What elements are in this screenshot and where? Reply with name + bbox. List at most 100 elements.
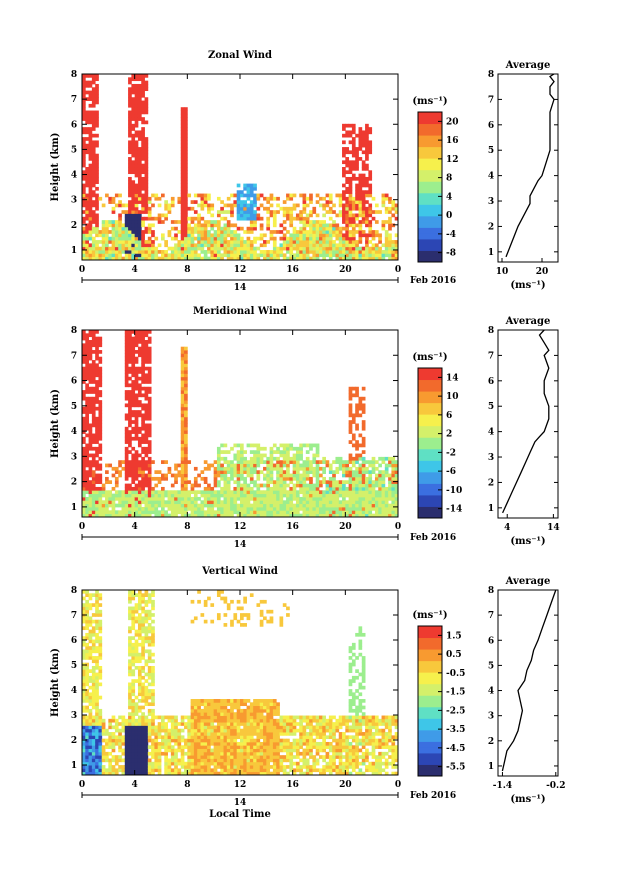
heatmap-cell [114,496,119,501]
heatmap-cell [309,486,313,491]
heatmap-cell [128,609,132,614]
heatmap-cell [243,240,247,244]
heatmap-cell [111,220,116,224]
heatmap-cell [111,493,116,498]
heatmap-cell [315,513,320,518]
heatmap-cell [305,196,310,201]
colorbar-segment [418,233,442,240]
heatmap-cell [220,243,224,248]
heatmap-cell [144,183,149,188]
heatmap-cell [147,669,152,673]
heatmap-cell [193,253,198,258]
heatmap-cell [236,250,241,254]
heatmap-cell [177,240,182,244]
heatmap-cell [88,246,93,251]
heatmap-cell [276,513,280,518]
heatmap-cell [95,672,99,677]
heatmap-cell [200,226,205,231]
heatmap-cell [111,496,116,501]
heatmap-cell [137,90,142,95]
heatmap-cell [144,699,149,703]
heatmap-cell [174,506,178,511]
heatmap-cell [95,712,99,716]
heatmap-cell [137,725,142,730]
heatmap-cell [141,380,145,384]
heatmap-cell [184,440,188,444]
heatmap-cell [141,456,145,461]
heatmap-cell [144,410,149,414]
heatmap-cell [137,220,142,224]
heatmap-cell [223,246,228,251]
heatmap-cell [131,613,136,617]
heatmap-cell [137,460,142,464]
avg-y-tick-label: 8 [488,326,494,336]
heatmap-cell [88,436,93,441]
heatmap-cell [164,253,168,258]
heatmap-cell [144,609,149,614]
heatmap-cell [164,243,168,248]
heatmap-cell [355,473,359,478]
heatmap-cell [312,226,317,231]
heatmap-cell [137,596,142,601]
heatmap-cell [108,768,113,773]
heatmap-cell [295,240,300,244]
heatmap-cell [88,656,93,660]
heatmap-cell [378,246,382,251]
heatmap-cell [91,513,96,518]
heatmap-cell [391,203,396,208]
heatmap-cell [98,646,103,650]
heatmap-cell [180,176,185,181]
heatmap-cell [246,216,251,221]
heatmap-cell [249,256,254,261]
heatmap-cell [161,256,165,261]
heatmap-cell [174,768,178,773]
heatmap-cell [101,253,106,258]
heatmap-cell [348,256,353,261]
heatmap-cell [91,230,96,234]
heatmap-cell [361,403,366,408]
heatmap-cell [230,203,234,208]
heatmap-cell [91,97,96,101]
heatmap-cell [118,765,122,769]
heatmap-cell [207,483,211,488]
heatmap-cell [124,735,129,740]
heatmap-cell [325,503,330,508]
heatmap-cell [157,771,162,776]
heatmap-cell [164,500,168,505]
heatmap-cell [322,206,326,211]
heatmap-cell [319,493,323,498]
heatmap-cell [394,243,399,248]
heatmap-cell [319,243,323,248]
heatmap-cell [295,473,300,478]
heatmap-cell [98,636,103,640]
heatmap-cell [128,712,132,716]
heatmap-cell [253,193,257,198]
heatmap-cell [131,383,136,388]
heatmap-cell [121,466,126,471]
heatmap-cell [249,513,254,518]
heatmap-cell [177,490,182,495]
heatmap-cell [128,356,132,361]
heatmap-cell [279,513,284,518]
heatmap-cell [378,486,382,491]
heatmap-cell [381,513,386,518]
heatmap-cell [256,206,261,211]
heatmap-cell [309,196,313,201]
heatmap-cell [85,510,89,515]
heatmap-cell [95,153,99,158]
heatmap-cell [223,500,228,505]
heatmap-cell [161,473,165,478]
heatmap-cell [374,243,379,248]
heatmap-cell [351,240,356,244]
heatmap-cell [82,669,86,673]
heatmap-cell [381,196,386,201]
heatmap-cell [200,200,205,204]
heatmap-cell [95,256,99,261]
heatmap-cell [141,233,145,238]
heatmap-cell [170,735,175,740]
heatmap-cell [381,510,386,515]
heatmap-cell [276,466,280,471]
heatmap-cell [141,755,145,759]
heatmap-cell [358,130,363,135]
heatmap-cell [121,765,126,769]
